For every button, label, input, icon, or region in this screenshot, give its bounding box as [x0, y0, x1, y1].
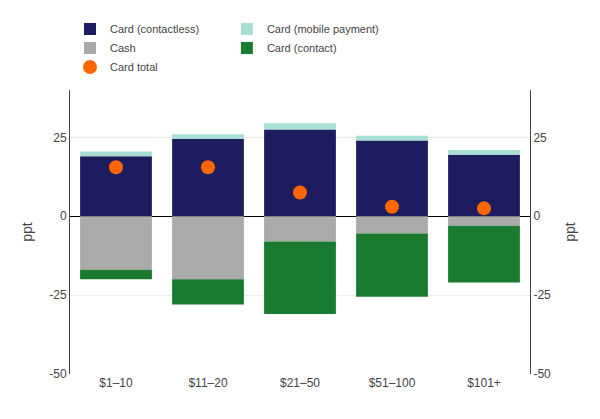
svg-text:ppt: ppt: [562, 222, 578, 242]
svg-text:-25: -25: [533, 288, 551, 302]
svg-text:-50: -50: [49, 367, 67, 381]
svg-text:$1–10: $1–10: [99, 376, 133, 390]
svg-text:$11–20: $11–20: [188, 376, 227, 390]
svg-text:$51–100: $51–100: [369, 376, 416, 390]
svg-text:Card (contact): Card (contact): [267, 42, 337, 54]
svg-text:-50: -50: [533, 367, 551, 381]
svg-text:Cash: Cash: [110, 42, 136, 54]
svg-text:25: 25: [53, 131, 67, 145]
svg-text:$101+: $101+: [467, 376, 501, 390]
svg-text:Card total: Card total: [110, 61, 158, 73]
svg-text:Card (mobile payment): Card (mobile payment): [267, 23, 379, 35]
svg-text:0: 0: [60, 209, 67, 223]
svg-text:$21–50: $21–50: [280, 376, 320, 390]
svg-text:ppt: ppt: [19, 222, 35, 242]
svg-text:25: 25: [533, 131, 547, 145]
svg-text:0: 0: [533, 209, 540, 223]
svg-text:Card (contactless): Card (contactless): [110, 23, 199, 35]
svg-text:-25: -25: [49, 288, 67, 302]
